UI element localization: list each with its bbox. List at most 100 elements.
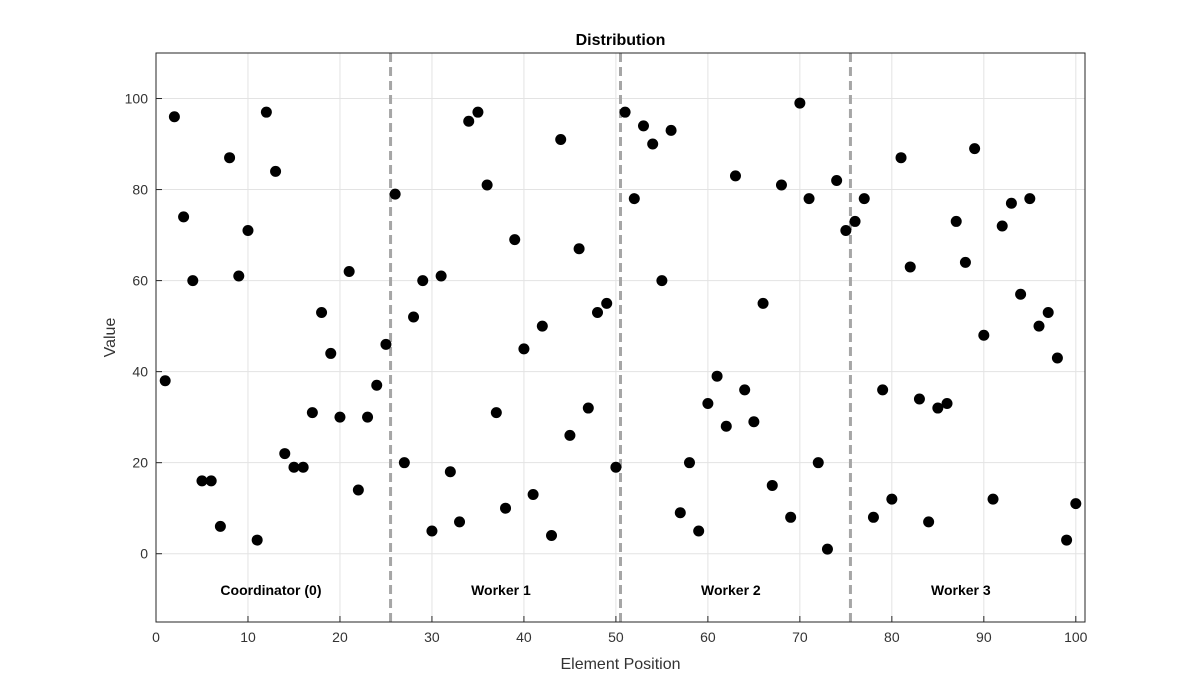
data-point	[352, 484, 364, 496]
data-point	[472, 106, 484, 118]
data-point	[444, 466, 456, 478]
data-point	[702, 398, 714, 410]
data-point	[306, 407, 318, 419]
data-point	[564, 429, 576, 441]
data-point	[969, 143, 981, 155]
data-point	[371, 379, 383, 391]
region-label: Worker 1	[471, 582, 531, 598]
data-point	[766, 479, 778, 491]
data-point	[665, 124, 677, 136]
data-point	[196, 475, 208, 487]
data-point	[867, 511, 879, 523]
data-point	[582, 402, 594, 414]
data-point	[297, 461, 309, 473]
data-point	[316, 306, 328, 318]
data-point	[279, 448, 291, 460]
data-point	[224, 152, 236, 164]
data-point	[775, 179, 787, 191]
plot-area	[155, 52, 1086, 623]
data-point	[950, 215, 962, 227]
data-point	[932, 402, 944, 414]
chart-title: Distribution	[576, 32, 666, 49]
data-point	[895, 152, 907, 164]
data-point	[334, 411, 346, 423]
data-point	[821, 543, 833, 555]
data-point	[509, 234, 521, 246]
data-point	[693, 525, 705, 537]
data-point	[481, 179, 493, 191]
x-axis-ticks: 0 10 20 30 40 50 60 70 80 90 100	[152, 616, 1088, 645]
data-point	[408, 311, 420, 323]
y-tick-label: 20	[132, 455, 148, 471]
data-point	[683, 457, 695, 469]
data-point	[601, 297, 613, 309]
data-point	[1042, 306, 1054, 318]
x-tick-label: 20	[332, 629, 348, 645]
data-point	[159, 375, 171, 387]
y-axis-ticks: 0 20 40 60 80 100	[125, 91, 162, 562]
data-point	[1070, 498, 1082, 510]
x-tick-label: 50	[608, 629, 624, 645]
data-point	[500, 502, 512, 514]
x-tick-label: 70	[792, 629, 808, 645]
data-point	[325, 347, 337, 359]
data-point	[242, 225, 254, 237]
data-point	[647, 138, 659, 150]
y-tick-label: 0	[140, 546, 148, 562]
data-point	[1015, 288, 1027, 300]
data-point	[233, 270, 245, 282]
data-point	[1061, 534, 1073, 546]
data-point	[904, 261, 916, 273]
data-point	[251, 534, 263, 546]
data-point	[288, 461, 300, 473]
data-point	[214, 520, 226, 532]
data-point	[270, 165, 282, 177]
data-point	[546, 530, 558, 542]
data-point	[1033, 320, 1045, 332]
data-point	[803, 193, 815, 205]
data-point	[205, 475, 217, 487]
region-labels: Coordinator (0) Worker 1 Worker 2 Worker 3	[220, 582, 990, 598]
data-point	[435, 270, 447, 282]
data-point	[941, 398, 953, 410]
x-tick-label: 30	[424, 629, 440, 645]
data-point	[1005, 197, 1017, 209]
data-point	[536, 320, 548, 332]
x-tick-label: 90	[976, 629, 992, 645]
region-dividers	[389, 53, 852, 622]
x-tick-label: 0	[152, 629, 160, 645]
region-label: Coordinator (0)	[220, 582, 321, 598]
x-tick-label: 10	[240, 629, 256, 645]
x-tick-label: 80	[884, 629, 900, 645]
data-point	[757, 297, 769, 309]
y-tick-label: 100	[125, 91, 149, 107]
y-tick-label: 80	[132, 182, 148, 198]
data-point	[454, 516, 466, 528]
data-point	[656, 275, 668, 287]
data-point	[729, 170, 741, 182]
data-point	[812, 457, 824, 469]
x-axis-title: Element Position	[560, 656, 680, 673]
data-point	[996, 220, 1008, 232]
data-point	[592, 306, 604, 318]
data-point	[840, 225, 852, 237]
data-point	[877, 384, 889, 396]
data-point	[555, 133, 567, 145]
data-point	[168, 111, 180, 123]
data-point	[748, 416, 760, 428]
data-point	[739, 384, 751, 396]
data-point	[343, 265, 355, 277]
data-point	[417, 275, 429, 287]
data-point	[1051, 352, 1063, 364]
region-label: Worker 3	[931, 582, 991, 598]
data-point	[794, 97, 806, 109]
data-point	[187, 275, 199, 287]
data-point	[527, 489, 539, 501]
data-point	[619, 106, 631, 118]
data-point	[711, 370, 723, 382]
data-point	[518, 343, 530, 355]
data-point	[978, 329, 990, 341]
x-tick-label: 40	[516, 629, 532, 645]
data-point	[886, 493, 898, 505]
